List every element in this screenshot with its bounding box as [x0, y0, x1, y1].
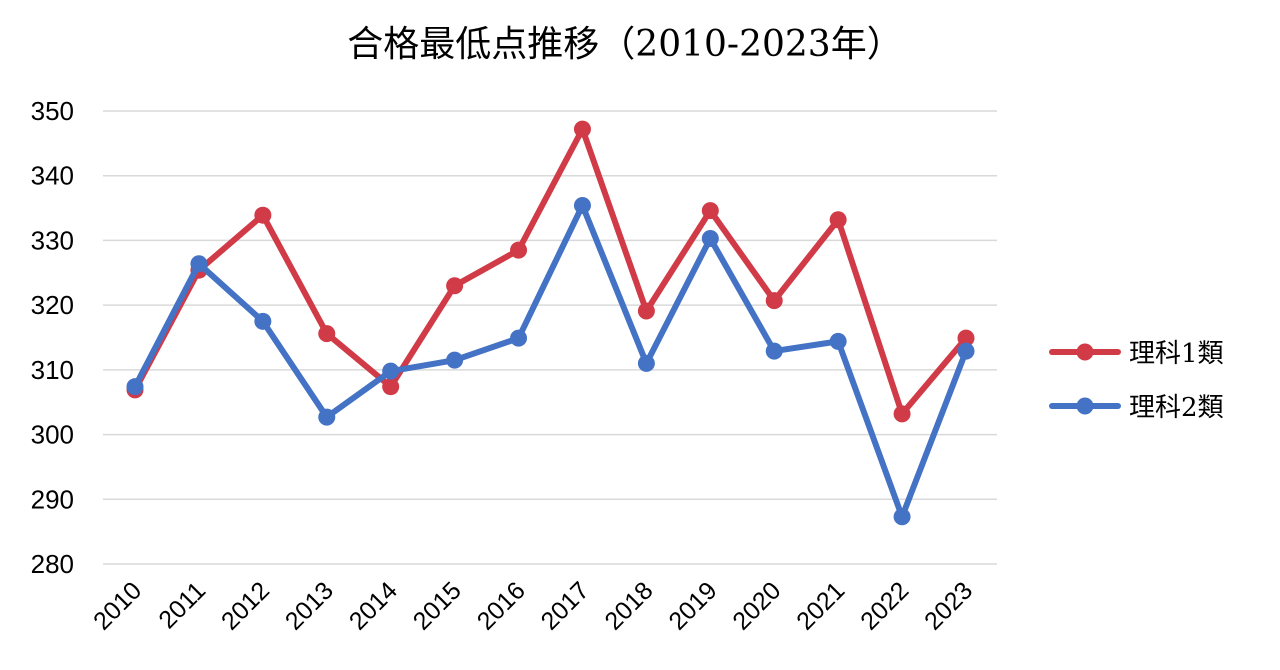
x-tick-label: 2022	[855, 576, 914, 635]
series-line-1	[132, 126, 969, 417]
data-point	[382, 362, 400, 380]
data-point	[510, 241, 528, 259]
data-point	[318, 325, 336, 343]
data-point	[829, 211, 847, 229]
data-point	[254, 206, 272, 224]
data-point	[701, 202, 719, 220]
x-tick-label: 2020	[727, 576, 786, 635]
x-tick-label: 2019	[663, 576, 722, 635]
data-point	[765, 292, 783, 310]
x-tick-label: 2021	[791, 576, 850, 635]
data-point	[510, 329, 528, 347]
data-point	[957, 342, 975, 360]
data-point	[446, 351, 464, 369]
data-point	[573, 120, 591, 138]
chart-title: 合格最低点推移（2010-2023年）	[347, 24, 902, 65]
x-tick-label: 2010	[88, 576, 147, 635]
y-tick-label: 340	[31, 161, 74, 191]
series-group	[126, 120, 975, 526]
data-point	[382, 378, 400, 396]
x-tick-label: 2023	[919, 576, 978, 635]
data-point	[318, 408, 336, 426]
y-tick-label: 330	[31, 225, 74, 255]
y-tick-label: 290	[31, 484, 74, 514]
x-tick-label: 2011	[153, 576, 211, 634]
y-tick-label: 280	[31, 549, 74, 579]
y-tick-label: 320	[31, 290, 74, 320]
x-tick-label: 2015	[408, 576, 467, 635]
series-line-2	[132, 202, 969, 520]
legend-marker-1	[1076, 343, 1094, 361]
data-point	[573, 196, 591, 214]
x-tick-label: 2017	[536, 576, 595, 635]
x-tick-label: 2018	[599, 576, 658, 635]
y-axis-tick-labels: 280 290 300 310 320 330 340 350	[31, 96, 74, 579]
y-tick-label: 310	[31, 355, 74, 385]
data-point	[829, 332, 847, 350]
data-point	[893, 405, 911, 423]
data-point	[701, 229, 719, 247]
data-point	[446, 277, 464, 295]
y-tick-label: 350	[31, 96, 74, 126]
data-point	[254, 312, 272, 330]
data-point	[765, 342, 783, 360]
x-tick-label: 2013	[280, 576, 339, 635]
data-point	[126, 378, 144, 396]
legend-label-1: 理科1類	[1129, 339, 1224, 369]
data-point	[637, 302, 655, 320]
legend-label-2: 理科2類	[1129, 393, 1224, 423]
data-point	[637, 354, 655, 372]
x-tick-label: 2012	[216, 576, 275, 635]
x-tick-label: 2016	[472, 576, 531, 635]
x-tick-label: 2014	[344, 576, 403, 635]
legend-marker-2	[1076, 397, 1094, 415]
y-tick-label: 300	[31, 420, 74, 450]
x-axis-tick-labels: 2010 2011 2012 2013 2014 2015 2016 2017 2018 2019…	[88, 576, 978, 635]
gridlines	[103, 110, 997, 565]
data-point	[957, 329, 975, 347]
data-point	[190, 255, 208, 273]
data-point	[893, 508, 911, 526]
